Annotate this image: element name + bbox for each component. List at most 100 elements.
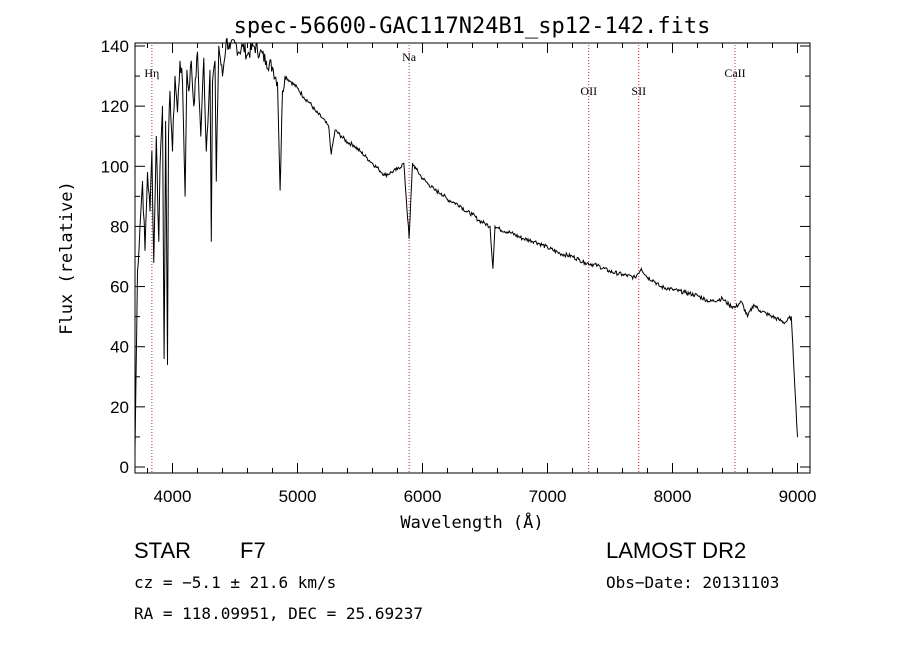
y-axis-label: Flux (relative) bbox=[57, 181, 77, 335]
data-point bbox=[453, 201, 455, 203]
data-point bbox=[472, 213, 473, 215]
data-point bbox=[153, 262, 155, 263]
data-point bbox=[182, 81, 183, 83]
data-point bbox=[653, 280, 655, 281]
y-tick-label: 120 bbox=[101, 97, 129, 116]
data-point bbox=[265, 60, 267, 62]
data-point bbox=[186, 69, 188, 71]
data-point bbox=[740, 301, 742, 303]
data-point bbox=[167, 364, 168, 366]
data-point bbox=[484, 223, 486, 224]
data-point bbox=[282, 90, 283, 92]
data-point bbox=[722, 298, 723, 299]
data-point bbox=[522, 238, 523, 239]
data-point bbox=[759, 310, 761, 312]
data-point bbox=[162, 105, 163, 107]
data-point bbox=[272, 66, 273, 68]
data-point bbox=[193, 105, 195, 107]
series-group bbox=[134, 37, 798, 453]
data-point bbox=[728, 304, 730, 306]
data-point bbox=[408, 238, 410, 239]
x-tick-label: 4000 bbox=[154, 487, 192, 506]
data-point bbox=[218, 45, 220, 47]
data-point bbox=[163, 358, 165, 360]
obs-date: Obs−Date: 20131103 bbox=[606, 573, 780, 592]
data-point bbox=[347, 141, 348, 143]
data-point bbox=[428, 183, 430, 185]
data-point bbox=[259, 51, 261, 53]
data-point bbox=[397, 168, 398, 170]
data-point bbox=[672, 289, 673, 290]
data-point bbox=[279, 189, 281, 191]
data-point bbox=[597, 265, 598, 266]
data-point bbox=[147, 171, 148, 173]
data-point bbox=[447, 198, 448, 200]
y-ticks: 0 20 40 60 80 100 120 140 bbox=[101, 37, 810, 477]
data-point bbox=[359, 150, 361, 152]
data-point bbox=[168, 135, 169, 137]
data-point bbox=[277, 81, 278, 83]
data-point bbox=[434, 189, 436, 191]
x-tick-label: 7000 bbox=[529, 487, 567, 506]
data-point bbox=[378, 168, 380, 170]
data-point bbox=[315, 111, 317, 113]
data-point bbox=[137, 271, 138, 272]
data-point bbox=[509, 232, 511, 233]
data-point bbox=[784, 322, 786, 324]
data-point bbox=[328, 126, 330, 128]
data-point bbox=[334, 129, 336, 131]
data-point bbox=[734, 307, 736, 309]
data-point bbox=[572, 256, 573, 257]
y-tick-label: 80 bbox=[110, 217, 129, 236]
data-point bbox=[494, 226, 496, 227]
data-point bbox=[177, 111, 178, 113]
data-point bbox=[188, 90, 190, 92]
line-markers: Hη Na OII SII CaII bbox=[144, 45, 746, 473]
data-point bbox=[184, 195, 186, 197]
data-point bbox=[465, 210, 467, 212]
data-point bbox=[322, 117, 323, 119]
data-point bbox=[384, 174, 386, 176]
data-point bbox=[622, 274, 623, 275]
data-point bbox=[440, 192, 442, 194]
data-point bbox=[247, 54, 248, 56]
y-tick-label: 40 bbox=[110, 338, 129, 357]
coordinates: RA = 118.09951, DEC = 25.69237 bbox=[134, 604, 423, 623]
data-point bbox=[403, 162, 405, 164]
series-line-flux bbox=[134, 37, 798, 453]
data-point bbox=[697, 295, 698, 296]
y-tick-label: 20 bbox=[110, 398, 129, 417]
data-point bbox=[229, 48, 231, 50]
data-point bbox=[200, 135, 202, 137]
data-point bbox=[412, 162, 413, 164]
data-point bbox=[179, 60, 181, 62]
y-tick-label: 60 bbox=[110, 278, 129, 297]
data-point bbox=[174, 75, 176, 77]
y-tick-label: 0 bbox=[120, 458, 129, 477]
data-point bbox=[210, 241, 212, 242]
data-point bbox=[151, 150, 153, 152]
data-point bbox=[159, 165, 161, 167]
data-point bbox=[684, 292, 686, 293]
data-point bbox=[547, 247, 548, 248]
data-point bbox=[297, 87, 298, 89]
data-point bbox=[225, 39, 227, 41]
data-point bbox=[365, 156, 367, 158]
data-point bbox=[489, 226, 491, 227]
data-point bbox=[765, 313, 767, 315]
chart-title: spec-56600-GAC117N24B1_sp12-142.fits bbox=[234, 14, 711, 39]
object-subclass: F7 bbox=[240, 538, 266, 563]
marker-label: SII bbox=[631, 84, 646, 98]
data-point bbox=[205, 150, 207, 152]
data-point bbox=[753, 304, 755, 306]
data-point bbox=[499, 229, 501, 230]
data-point bbox=[149, 210, 151, 212]
data-point bbox=[415, 168, 417, 170]
data-point bbox=[353, 144, 355, 146]
data-point bbox=[142, 180, 143, 182]
object-class: STAR bbox=[134, 538, 192, 563]
data-point bbox=[155, 135, 157, 137]
x-tick-label: 8000 bbox=[654, 487, 692, 506]
data-point bbox=[390, 171, 392, 173]
